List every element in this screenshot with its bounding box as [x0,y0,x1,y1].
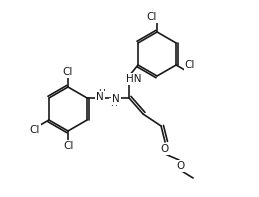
Text: O: O [176,161,184,171]
Text: H: H [98,88,104,98]
Text: Cl: Cl [185,60,195,70]
Text: HN: HN [126,74,142,84]
Text: N: N [96,92,104,102]
Text: Cl: Cl [63,67,73,77]
Text: H: H [110,98,117,108]
Text: Cl: Cl [64,141,74,151]
Text: Cl: Cl [147,12,157,22]
Text: Cl: Cl [29,125,39,135]
Text: O: O [160,144,168,154]
Text: N: N [112,94,120,104]
